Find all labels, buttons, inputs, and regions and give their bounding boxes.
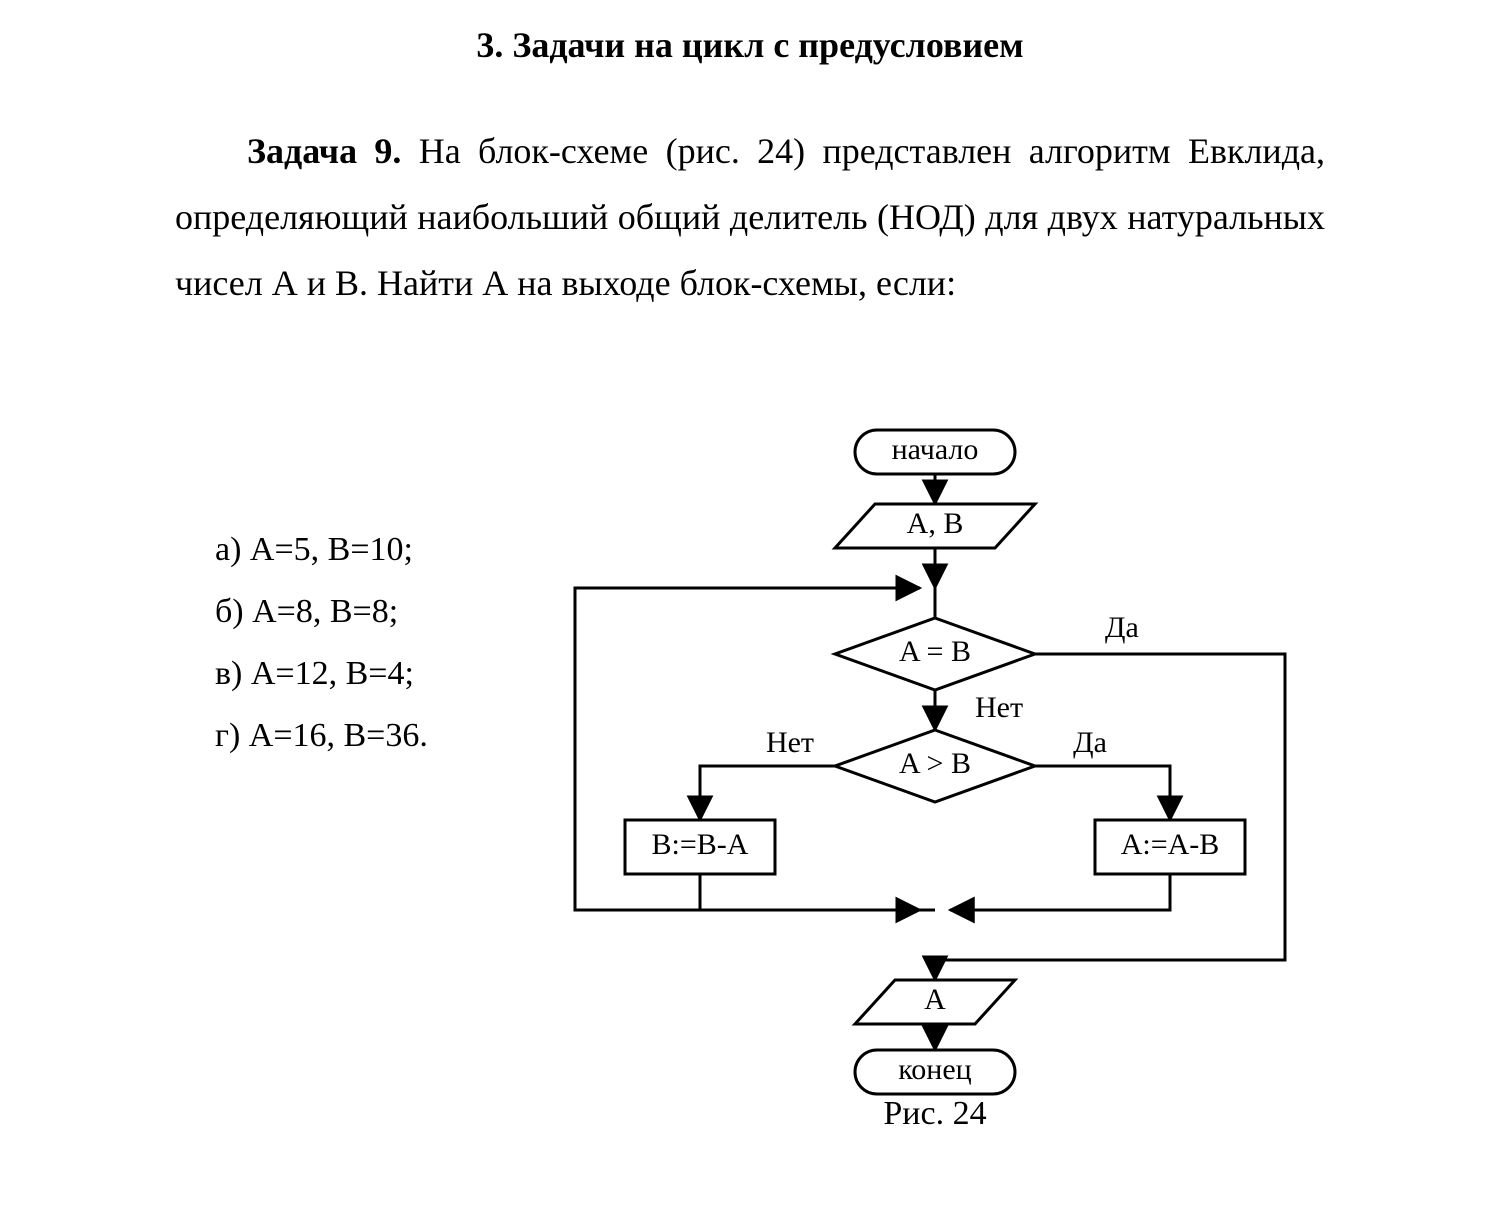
edge-cond2-no: Нет <box>766 726 814 759</box>
figure-caption: Рис. 24 <box>545 1095 1325 1133</box>
option-b: б) A=8, B=8; <box>215 592 428 654</box>
node-end: конец <box>898 1053 971 1086</box>
node-cond2: A > B <box>899 747 971 780</box>
node-procL: B:=B-A <box>652 828 749 861</box>
edge-cond2-yes: Да <box>1073 726 1107 759</box>
node-input: A, B <box>907 507 964 540</box>
node-start: начало <box>892 433 979 466</box>
edge-cond1-yes: Да <box>1105 611 1139 644</box>
node-output: A <box>924 983 946 1016</box>
node-cond1: A = B <box>899 635 971 668</box>
page-title: 3. Задачи на цикл с предусловием <box>0 24 1500 66</box>
node-procR: A:=A-B <box>1121 828 1220 861</box>
edge-cond1-no: Нет <box>975 691 1023 724</box>
option-a: а) A=5, B=10; <box>215 530 428 592</box>
option-c: в) A=12, B=4; <box>215 654 428 716</box>
problem-paragraph: Задача 9. На блок-схеме (рис. 24) предст… <box>175 118 1325 316</box>
flowchart-diagram: начало A, B A = B Да Нет A > B Нет Да B:… <box>545 420 1325 1120</box>
option-d: г) A=16, B=36. <box>215 716 428 778</box>
options-list: а) A=5, B=10; б) A=8, B=8; в) A=12, B=4;… <box>215 530 428 778</box>
problem-label: Задача 9. <box>247 131 401 171</box>
